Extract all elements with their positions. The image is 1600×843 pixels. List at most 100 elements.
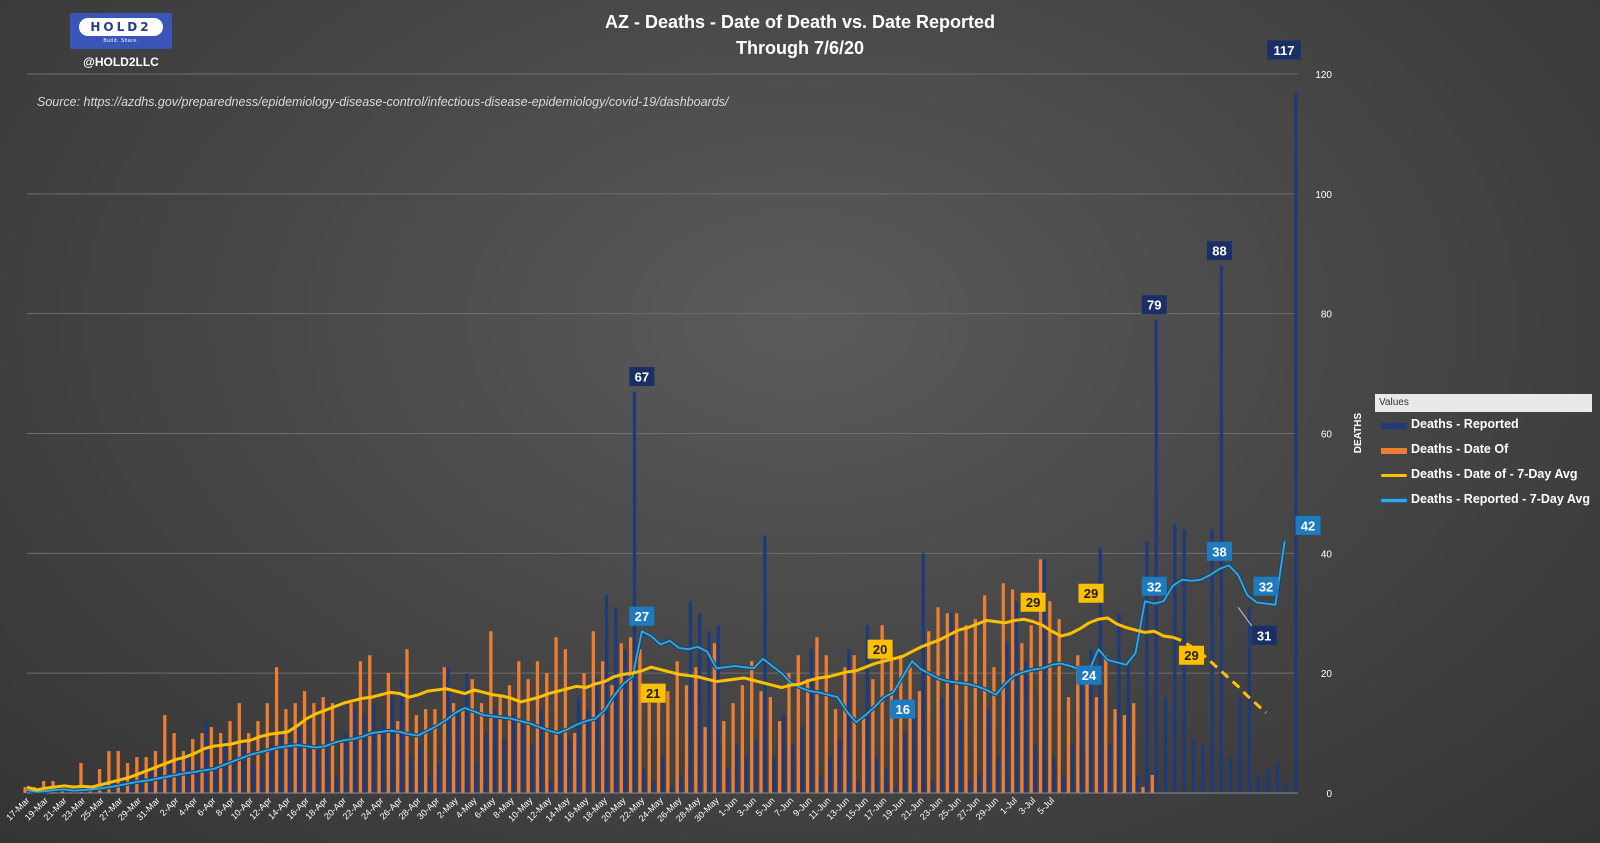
data-label-box xyxy=(890,699,916,719)
bar-date-of xyxy=(284,709,288,793)
bar-date-of xyxy=(144,757,148,793)
bar-reported xyxy=(549,781,553,793)
legend-swatch-reported xyxy=(1381,423,1407,429)
bar-date-of xyxy=(1020,643,1024,793)
legend-label-reported: Deaths - Reported xyxy=(1411,417,1519,431)
legend-swatch-date-of-avg xyxy=(1381,474,1407,477)
bar-date-of xyxy=(740,685,745,793)
data-label-box xyxy=(1179,645,1205,665)
bar-reported xyxy=(1107,745,1112,793)
bar-reported xyxy=(1201,745,1205,793)
bar-date-of xyxy=(358,661,363,793)
bar-date-of xyxy=(1113,709,1117,793)
data-label: 24 xyxy=(1082,668,1097,683)
bar-date-of xyxy=(675,661,679,793)
data-label: 29 xyxy=(1184,648,1198,663)
bar-date-of xyxy=(1132,703,1136,793)
data-label-box xyxy=(629,606,655,626)
bar-reported xyxy=(614,607,618,793)
bar-reported xyxy=(595,679,599,793)
bar-reported xyxy=(1154,319,1158,793)
x-tick-label: 1-Jun xyxy=(716,795,739,818)
bar-reported xyxy=(539,709,543,793)
bar-reported xyxy=(651,781,655,793)
bar-reported xyxy=(1005,643,1009,793)
bar-reported xyxy=(1229,757,1233,793)
legend-swatch-date-of xyxy=(1381,448,1407,454)
bar-date-of xyxy=(442,667,446,793)
bar-reported xyxy=(744,757,748,793)
bar-date-of xyxy=(340,739,344,793)
bar-date-of xyxy=(927,631,931,793)
bar-date-of xyxy=(396,721,400,793)
bar-reported xyxy=(688,601,693,793)
data-label-box xyxy=(640,683,666,703)
bar-date-of xyxy=(349,703,353,793)
bar-date-of xyxy=(591,631,595,793)
data-label: 21 xyxy=(646,686,660,701)
bar-reported xyxy=(576,697,581,793)
data-label: 31 xyxy=(1257,628,1271,643)
bar-date-of xyxy=(265,703,269,793)
bar-reported xyxy=(875,757,879,793)
bar-date-of xyxy=(628,637,633,793)
bar-date-of xyxy=(619,643,623,793)
bar-reported xyxy=(912,715,916,793)
bar-reported xyxy=(399,679,404,793)
bar-date-of xyxy=(470,679,474,793)
bar-reported xyxy=(1219,265,1224,793)
bar-reported xyxy=(232,763,236,793)
y-tick-label: 120 xyxy=(1315,70,1332,81)
bar-reported xyxy=(698,613,702,793)
bar-reported xyxy=(269,745,273,793)
bar-date-of xyxy=(237,703,241,793)
bar-date-of xyxy=(1029,625,1033,793)
bar-date-of xyxy=(274,667,279,793)
chart-title-line1: AZ - Deaths - Date of Death vs. Date Rep… xyxy=(604,12,996,32)
data-label-box xyxy=(1141,295,1167,315)
x-tick-label: 6-Apr xyxy=(195,795,218,818)
bar-reported xyxy=(856,781,860,793)
bar-reported xyxy=(753,739,758,793)
bar-reported xyxy=(884,769,888,793)
bar-date-of xyxy=(703,727,707,793)
bar-date-of xyxy=(545,673,549,793)
bar-reported xyxy=(465,673,469,793)
bar-date-of xyxy=(191,739,195,793)
bar-reported xyxy=(735,745,739,793)
bar-reported xyxy=(847,649,851,793)
data-label-box xyxy=(867,639,893,659)
bar-date-of xyxy=(759,691,763,793)
bar-date-of xyxy=(97,769,102,793)
bar-reported xyxy=(1061,775,1065,793)
bar-date-of xyxy=(414,715,418,793)
legend-label-date-of: Deaths - Date Of xyxy=(1411,442,1509,456)
x-tick-label: 1-Jul xyxy=(998,795,1019,816)
data-label-box xyxy=(1141,576,1167,596)
bar-reported xyxy=(949,613,953,793)
bar-reported xyxy=(726,769,730,793)
bar-date-of xyxy=(200,733,204,793)
x-tick-label: 5-Jul xyxy=(1035,795,1056,816)
legend-header: Values xyxy=(1375,394,1592,412)
bar-reported xyxy=(1070,745,1075,793)
bar-reported xyxy=(893,787,898,793)
bar-date-of xyxy=(908,667,912,793)
data-label: 29 xyxy=(1084,586,1098,601)
data-label-box xyxy=(1253,576,1279,596)
bar-date-of xyxy=(647,703,651,793)
bar-date-of xyxy=(1038,559,1043,793)
logo-tagline: Build. Share. xyxy=(103,38,139,44)
logo: HOLD2 Build. Share. xyxy=(70,13,172,49)
data-label-box xyxy=(1206,541,1232,561)
bar-reported xyxy=(837,739,842,793)
bar-reported xyxy=(996,757,1000,793)
bar-reported xyxy=(1191,739,1196,793)
source-note: Source: https://azdhs.gov/preparedness/e… xyxy=(37,95,729,109)
bar-reported xyxy=(334,775,339,793)
bar-reported xyxy=(1042,559,1047,793)
bar-reported xyxy=(930,781,935,793)
bar-date-of xyxy=(172,733,176,793)
bar-reported xyxy=(800,727,804,793)
bar-date-of xyxy=(815,637,819,793)
